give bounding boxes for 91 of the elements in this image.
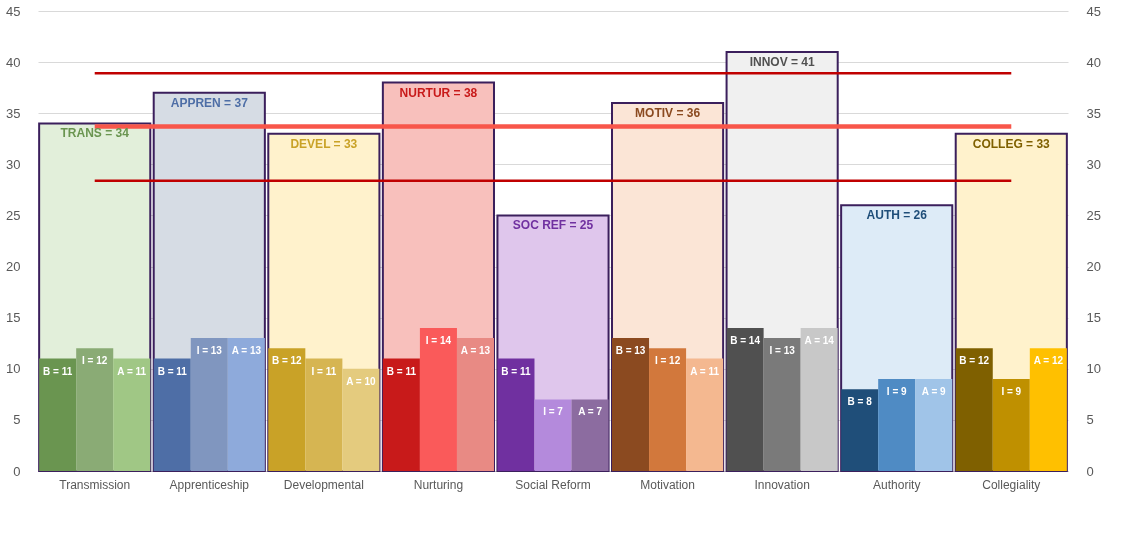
data-label: INNOV = 41 <box>749 54 815 69</box>
data-label: MOTIV = 36 <box>635 106 701 120</box>
y2-tick-label: 35 <box>1086 105 1101 121</box>
y2-tick-label: 30 <box>1086 156 1101 172</box>
data-label: B = 11 <box>43 365 73 377</box>
data-label: I = 11 <box>311 365 337 377</box>
data-label: APPREN = 37 <box>170 95 249 110</box>
data-label: A = 13 <box>231 345 262 357</box>
x-tick-label: Social Reform <box>515 477 591 492</box>
y-tick-label: 15 <box>6 310 21 326</box>
bar <box>305 358 343 471</box>
data-label: I = 9 <box>886 386 908 397</box>
data-label: B = 14 <box>730 334 761 346</box>
data-label: A = 9 <box>921 386 947 397</box>
bar <box>841 389 879 471</box>
y-tick-label: 25 <box>6 207 21 223</box>
data-label: I = 13 <box>769 345 796 357</box>
data-label: I = 13 <box>196 345 223 357</box>
y2-tick-label: 10 <box>1086 361 1101 377</box>
data-label: I = 12 <box>82 355 108 367</box>
y2-tick-label: 5 <box>1086 412 1094 428</box>
data-label: A = 13 <box>460 345 491 357</box>
y-tick-label: 45 <box>6 3 21 19</box>
data-label: A = 11 <box>117 365 147 377</box>
data-label: I = 7 <box>543 406 564 418</box>
data-label: AUTH = 26 <box>866 208 928 223</box>
bar <box>153 358 191 471</box>
data-label: COLLEG = 33 <box>972 136 1051 151</box>
y-tick-label: 0 <box>13 463 21 479</box>
x-tick-label: Collegiality <box>982 477 1041 492</box>
y-tick-label: 35 <box>6 105 21 121</box>
data-label: A = 11 <box>690 365 720 377</box>
bar <box>76 348 114 471</box>
bar <box>497 358 535 471</box>
data-label: A = 7 <box>578 406 603 418</box>
bar <box>382 358 420 471</box>
data-label: B = 12 <box>959 355 990 367</box>
bar <box>190 338 228 471</box>
data-label: I = 9 <box>1001 386 1022 397</box>
bar <box>113 358 151 471</box>
data-label: B = 11 <box>501 365 531 377</box>
x-tick-label: Authority <box>873 477 921 492</box>
data-label: I = 12 <box>654 355 681 367</box>
x-tick-label: Motivation <box>640 477 695 492</box>
data-label: A = 12 <box>1033 355 1064 367</box>
bar <box>992 379 1030 471</box>
y2-tick-label: 0 <box>1086 463 1094 479</box>
bar <box>763 338 801 471</box>
bar <box>534 399 572 471</box>
bar <box>456 338 494 471</box>
y2-tick-label: 25 <box>1086 207 1101 223</box>
bar <box>571 399 609 471</box>
y2-tick-label: 45 <box>1086 3 1101 19</box>
bar <box>227 338 265 471</box>
bar <box>1029 348 1067 471</box>
x-tick-label: Apprenticeship <box>169 477 250 492</box>
data-label: TRANS = 34 <box>60 126 130 141</box>
y2-tick-label: 40 <box>1086 54 1101 70</box>
data-label: NURTUR = 38 <box>399 85 478 100</box>
bar <box>686 358 724 471</box>
x-tick-label: Developmental <box>283 477 364 492</box>
y-tick-label: 40 <box>6 54 21 70</box>
y-tick-label: 5 <box>13 412 21 428</box>
bar <box>39 358 77 471</box>
data-label: B = 8 <box>847 396 873 408</box>
bar <box>878 379 916 471</box>
bar <box>955 348 993 471</box>
data-label: B = 11 <box>386 365 417 377</box>
bar <box>726 327 764 471</box>
data-label: SOC REF = 25 <box>512 218 594 233</box>
data-label: DEVEL = 33 <box>290 136 358 151</box>
bar <box>268 348 306 471</box>
y-tick-label: 10 <box>6 361 21 377</box>
y-tick-label: 30 <box>6 156 21 172</box>
x-tick-label: Innovation <box>754 477 810 492</box>
bar <box>612 338 650 471</box>
x-tick-label: Nurturing <box>413 477 464 492</box>
y-tick-label: 20 <box>6 259 21 275</box>
x-tick-label: Transmission <box>59 477 131 492</box>
bar <box>915 379 953 471</box>
data-label: B = 12 <box>271 355 303 367</box>
bar <box>800 327 838 471</box>
data-label: I = 14 <box>425 334 452 346</box>
data-label: B = 11 <box>157 365 188 377</box>
y2-tick-label: 20 <box>1086 259 1101 275</box>
bar <box>419 327 457 471</box>
data-label: B = 13 <box>615 345 646 357</box>
bar <box>342 368 380 471</box>
data-label: A = 10 <box>346 375 377 387</box>
y2-tick-label: 15 <box>1086 310 1101 326</box>
bar <box>649 348 687 471</box>
